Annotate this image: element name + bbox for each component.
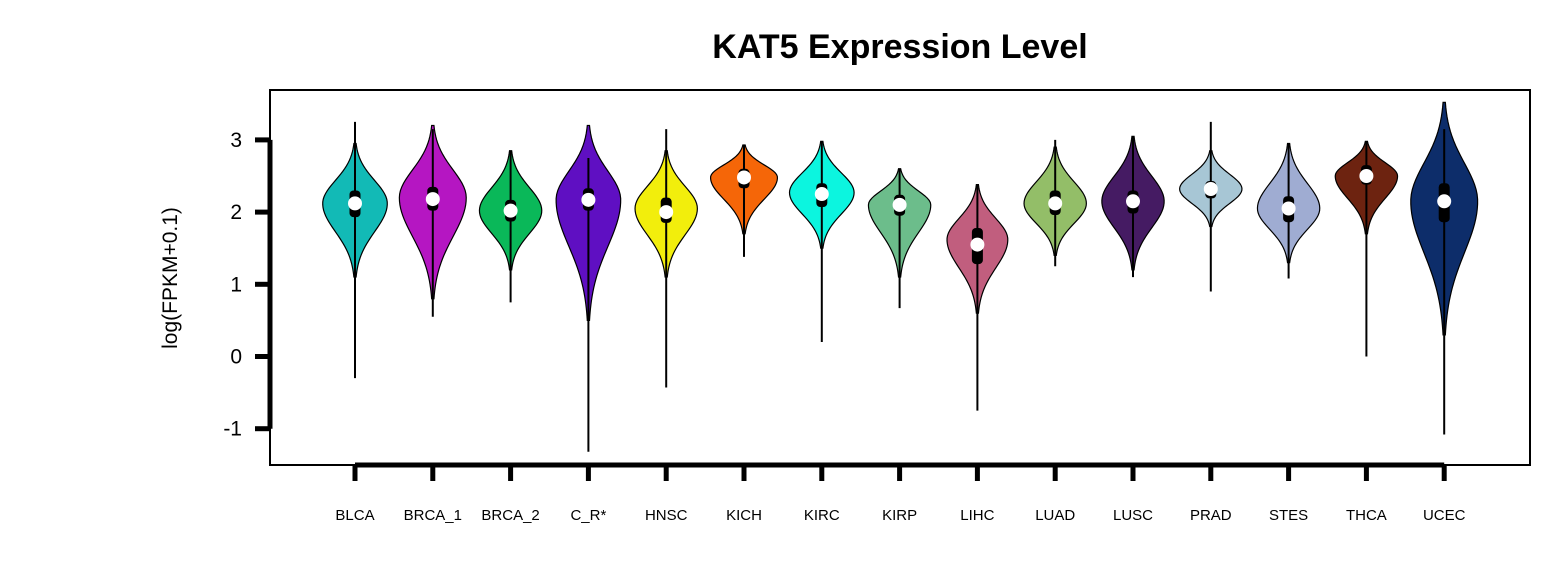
category-labels: BLCA BRCA_1 BRCA_2 C_R* HNSC KICH KIRC KIRP LIHC…: [335, 507, 1465, 524]
median-point: [1437, 194, 1452, 209]
x-tick-label: KICH: [726, 507, 762, 524]
x-tick-label: KIRP: [882, 507, 917, 524]
y-axis: -1 0 1 2 3: [223, 129, 273, 441]
y-tick-label: -1: [223, 418, 242, 441]
median-point: [503, 203, 518, 218]
median-point: [581, 192, 596, 207]
median-point: [659, 205, 674, 220]
median-point: [1203, 181, 1218, 196]
x-tick-label: BLCA: [335, 507, 374, 524]
x-tick-label: LIHC: [960, 507, 994, 524]
x-tick-label: STES: [1269, 507, 1308, 524]
y-tick-label: 2: [230, 201, 242, 224]
x-tick-label: LUAD: [1035, 507, 1075, 524]
median-point: [970, 237, 985, 252]
y-tick-label: 3: [230, 129, 242, 152]
x-tick-label: THCA: [1346, 507, 1387, 524]
median-point: [892, 197, 907, 212]
x-tick-label: HNSC: [645, 507, 688, 524]
x-tick-label: LUSC: [1113, 507, 1153, 524]
x-tick-label: UCEC: [1423, 507, 1466, 524]
chart-title: KAT5 Expression Level: [712, 28, 1087, 66]
x-tick-label: KIRC: [804, 507, 840, 524]
median-point: [737, 170, 751, 185]
median-point: [1359, 169, 1374, 183]
x-tick-label: BRCA_1: [404, 507, 462, 524]
median-point: [425, 192, 440, 207]
median-point: [814, 187, 829, 202]
x-tick-label: C_R*: [570, 507, 606, 524]
violins: [322, 101, 1479, 452]
median-point: [348, 196, 362, 211]
y-tick-label: 1: [230, 273, 242, 296]
y-axis-label: log(FPKM+0.1): [159, 207, 182, 349]
median-point: [1281, 201, 1296, 216]
y-tick-label: 0: [230, 346, 242, 369]
x-axis: [352, 462, 1447, 481]
x-tick-label: BRCA_2: [481, 507, 539, 524]
median-point: [1048, 196, 1063, 211]
x-tick-label: PRAD: [1190, 507, 1232, 524]
median-point: [1126, 194, 1140, 209]
